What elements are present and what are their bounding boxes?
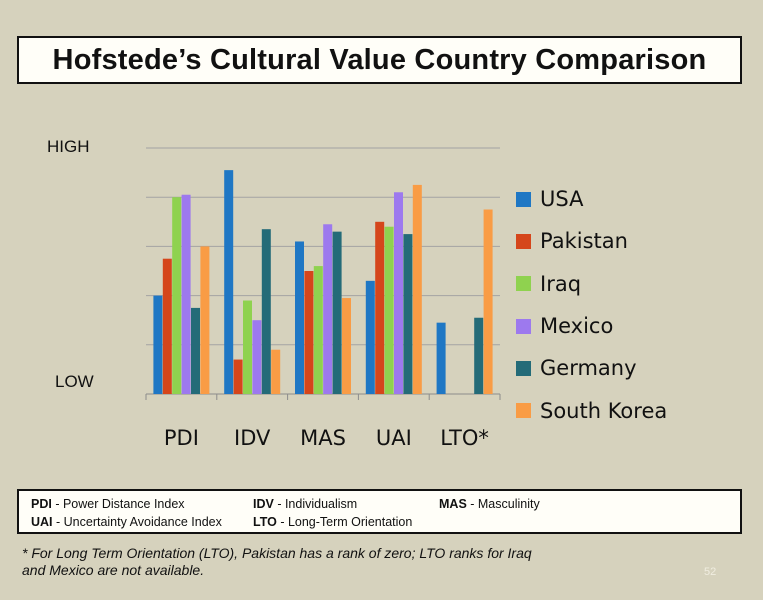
bar-south-korea-lto xyxy=(483,209,493,394)
bar-pakistan-mas xyxy=(304,271,314,394)
legend-swatch-iraq xyxy=(516,276,531,292)
y-axis-high-label: HIGH xyxy=(47,137,90,156)
legend-label-south-korea: South Korea xyxy=(540,398,668,423)
bar-usa-lto xyxy=(436,322,446,394)
legend-item-germany: Germany xyxy=(516,347,667,389)
bar-south-korea-uai xyxy=(412,184,422,394)
x-tick-label: MAS xyxy=(300,426,346,450)
legend-label-pakistan: Pakistan xyxy=(540,229,628,254)
definition-mas: MAS - Masculinity xyxy=(439,497,540,511)
bar-south-korea-idv xyxy=(271,349,281,394)
slide-title: Hofstede’s Cultural Value Country Compar… xyxy=(17,36,742,84)
bar-germany-mas xyxy=(332,231,342,394)
abbreviation-definitions: PDI - Power Distance Index IDV - Individ… xyxy=(17,489,742,534)
legend-label-usa: USA xyxy=(540,187,584,212)
bar-mexico-pdi xyxy=(181,194,191,394)
bar-germany-idv xyxy=(261,229,271,394)
x-tick-label: UAI xyxy=(376,426,412,450)
y-axis-low-label: LOW xyxy=(55,372,94,391)
definition-lto: LTO - Long-Term Orientation xyxy=(253,515,413,529)
bar-pakistan-pdi xyxy=(162,258,172,394)
bar-south-korea-pdi xyxy=(200,246,210,394)
legend-label-mexico: Mexico xyxy=(540,314,614,339)
legend-item-pakistan: Pakistan xyxy=(516,220,667,262)
bar-south-korea-mas xyxy=(342,298,351,394)
legend-swatch-south-korea xyxy=(516,403,531,419)
legend-label-iraq: Iraq xyxy=(540,271,582,296)
legend-item-south-korea: South Korea xyxy=(516,389,667,431)
bar-pakistan-idv xyxy=(233,359,243,394)
chart-legend: USA Pakistan Iraq Mexico Germany South K… xyxy=(516,178,667,432)
footnote-line-2: and Mexico are not available. xyxy=(22,562,205,578)
bar-pakistan-uai xyxy=(375,221,385,394)
x-tick-label: LTO* xyxy=(440,426,489,450)
bar-germany-pdi xyxy=(191,307,200,394)
legend-swatch-mexico xyxy=(516,318,531,334)
legend-swatch-pakistan xyxy=(516,233,531,249)
legend-item-iraq: Iraq xyxy=(516,263,667,305)
legend-swatch-usa xyxy=(516,191,531,207)
bar-mexico-mas xyxy=(323,224,333,394)
bar-usa-idv xyxy=(224,170,234,394)
bar-mexico-uai xyxy=(394,192,403,394)
x-tick-label: PDI xyxy=(164,426,199,450)
bar-iraq-idv xyxy=(243,300,252,394)
bar-germany-uai xyxy=(403,234,413,394)
legend-item-mexico: Mexico xyxy=(516,305,667,347)
legend-swatch-germany xyxy=(516,360,531,376)
bar-iraq-uai xyxy=(384,226,394,394)
footnote: * For Long Term Orientation (LTO), Pakis… xyxy=(22,545,702,579)
bar-chart: PDI IDV MAS UAI LTO* xyxy=(145,147,501,450)
x-tick-label: IDV xyxy=(234,426,271,450)
legend-item-usa: USA xyxy=(516,178,667,220)
bar-germany-lto xyxy=(474,317,484,394)
definition-pdi: PDI - Power Distance Index xyxy=(31,497,185,511)
definition-uai: UAI - Uncertainty Avoidance Index xyxy=(31,515,222,529)
legend-label-germany: Germany xyxy=(540,356,637,381)
bar-usa-mas xyxy=(295,241,304,394)
bar-usa-pdi xyxy=(153,295,163,394)
bar-mexico-idv xyxy=(252,320,262,394)
page-number: 52 xyxy=(704,566,717,578)
bar-iraq-mas xyxy=(313,266,323,394)
bar-iraq-pdi xyxy=(172,197,182,394)
bar-usa-uai xyxy=(365,280,375,394)
definition-idv: IDV - Individualism xyxy=(253,497,358,511)
footnote-line-1: * For Long Term Orientation (LTO), Pakis… xyxy=(22,545,532,561)
